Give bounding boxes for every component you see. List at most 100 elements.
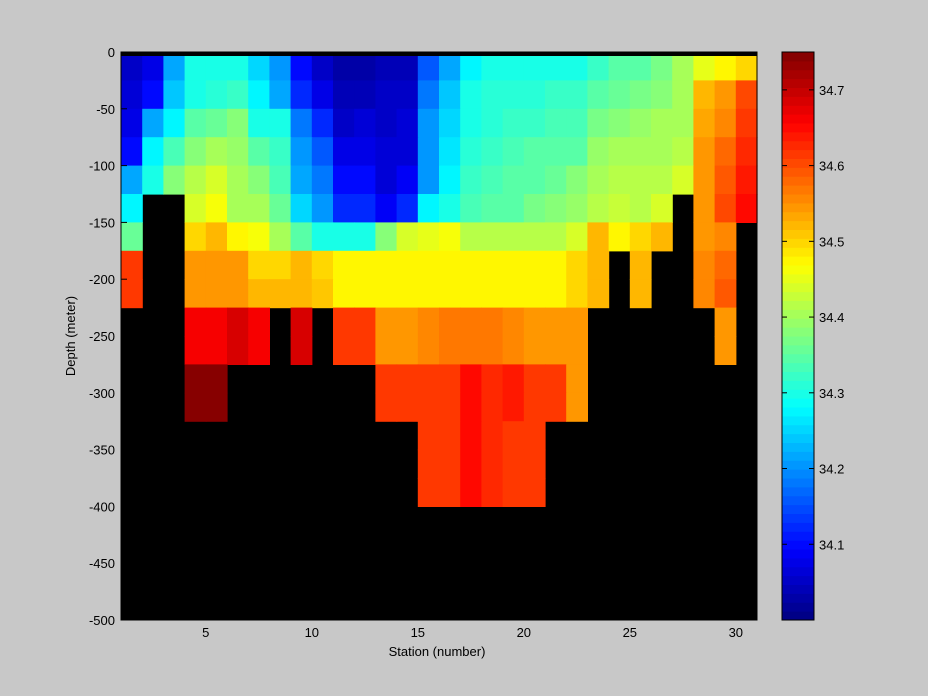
heatmap-cell — [354, 279, 376, 309]
heatmap-cell — [566, 137, 588, 167]
y-axis: 0 -50 -100 -150 -200 -250 -300 -350 -400 -450 -500 — [89, 45, 127, 628]
heatmap-cell — [672, 80, 694, 110]
heatmap-cell — [545, 336, 567, 365]
heatmap-cell — [693, 137, 716, 167]
heatmap-cell — [587, 165, 610, 195]
heatmap-cell — [523, 279, 546, 309]
colorbar-band — [782, 327, 814, 337]
heatmap-cell — [481, 279, 504, 309]
heatmap-cell — [672, 137, 694, 167]
heatmap-cell — [439, 52, 461, 81]
heatmap-cell — [396, 80, 419, 110]
heatmap-cell — [121, 222, 143, 252]
y-tick-label: -300 — [89, 386, 115, 401]
heatmap-cell — [481, 421, 504, 451]
heatmap-cell — [333, 336, 355, 365]
colorbar-band — [782, 593, 814, 603]
heatmap-cell — [205, 108, 228, 138]
heatmap-cell — [545, 222, 567, 252]
heatmap-cell — [333, 250, 355, 280]
colorbar-band — [782, 371, 814, 381]
heatmap-cell — [227, 108, 249, 138]
colorbar-band — [782, 344, 814, 355]
heatmap-cell — [523, 108, 546, 138]
heatmap-cell — [396, 165, 419, 195]
colorbar-band — [782, 87, 814, 97]
heatmap-cell — [587, 194, 610, 223]
heatmap-cell — [460, 336, 482, 365]
heatmap-cell — [502, 108, 525, 138]
colorbar-band — [782, 540, 814, 550]
colorbar-band — [782, 415, 814, 426]
colorbar-band — [782, 149, 814, 160]
heatmap-cell — [545, 364, 567, 394]
heatmap-cell — [311, 222, 334, 252]
colorbar-band — [782, 478, 814, 488]
heatmap-cell — [163, 137, 186, 167]
heatmap-cell — [121, 137, 143, 167]
heatmap-cell — [375, 194, 398, 223]
colorbar-band — [782, 389, 814, 399]
heatmap-cell — [121, 108, 143, 138]
heatmap-cell — [184, 108, 207, 138]
heatmap-cell — [587, 80, 610, 110]
heatmap-cell — [523, 194, 546, 223]
heatmap-cell — [375, 336, 398, 365]
heatmap-cell — [693, 194, 716, 223]
colorbar: 34.1 34.2 34.3 34.4 34.5 34.6 34.7 — [781, 51, 844, 621]
heatmap-cell — [523, 222, 546, 252]
heatmap-cell — [205, 165, 228, 195]
colorbar-band — [782, 504, 814, 515]
heatmap-cell — [545, 194, 567, 223]
heatmap-cell — [651, 108, 673, 138]
heatmap-cell — [184, 194, 207, 223]
heatmap-cell — [163, 80, 186, 110]
heatmap-cell — [184, 336, 207, 365]
x-tick-label: 30 — [729, 625, 743, 640]
heatmap-cell — [502, 307, 525, 337]
heatmap-cell — [439, 108, 461, 138]
colorbar-band — [782, 211, 814, 222]
heatmap-cell — [205, 222, 228, 252]
heatmap-cell — [481, 165, 504, 195]
colorbar-band — [782, 336, 814, 346]
heatmap-cell — [608, 165, 631, 195]
heatmap-cell — [417, 336, 440, 365]
heatmap-plot-area — [120, 51, 758, 621]
heatmap-cell — [714, 194, 737, 223]
colorbar-tick-label: 34.5 — [819, 234, 844, 249]
heatmap-cell — [354, 80, 376, 110]
heatmap-cell — [481, 478, 504, 507]
heatmap-cell — [502, 80, 525, 110]
heatmap-cell — [735, 165, 758, 195]
colorbar-band — [782, 300, 814, 310]
heatmap-cell — [290, 250, 313, 280]
heatmap-cell — [523, 392, 546, 422]
heatmap-cell — [629, 279, 652, 309]
heatmap-cell — [587, 52, 610, 81]
colorbar-band — [782, 105, 814, 115]
heatmap-cell — [439, 364, 461, 394]
heatmap-cell — [417, 222, 440, 252]
heatmap-cell — [481, 222, 504, 252]
heatmap-cell — [269, 165, 292, 195]
heatmap-cell — [481, 449, 504, 479]
heatmap-cell — [439, 421, 461, 451]
heatmap-cell — [375, 165, 398, 195]
heatmap-cell — [375, 364, 398, 394]
heatmap-cell — [184, 52, 207, 81]
heatmap-cell — [333, 80, 355, 110]
heatmap-cell — [375, 108, 398, 138]
y-tick-label: -50 — [96, 102, 115, 117]
heatmap-cell — [121, 194, 143, 223]
heatmap-cell — [205, 279, 228, 309]
heatmap-cell — [523, 421, 546, 451]
heatmap-cell — [714, 165, 737, 195]
y-tick-label: 0 — [108, 45, 115, 60]
heatmap-cell — [248, 165, 270, 195]
heatmap-cell — [439, 392, 461, 422]
colorbar-band — [782, 247, 814, 257]
heatmap-cell — [439, 279, 461, 309]
heatmap-cell — [205, 392, 228, 422]
x-tick-label: 20 — [517, 625, 531, 640]
